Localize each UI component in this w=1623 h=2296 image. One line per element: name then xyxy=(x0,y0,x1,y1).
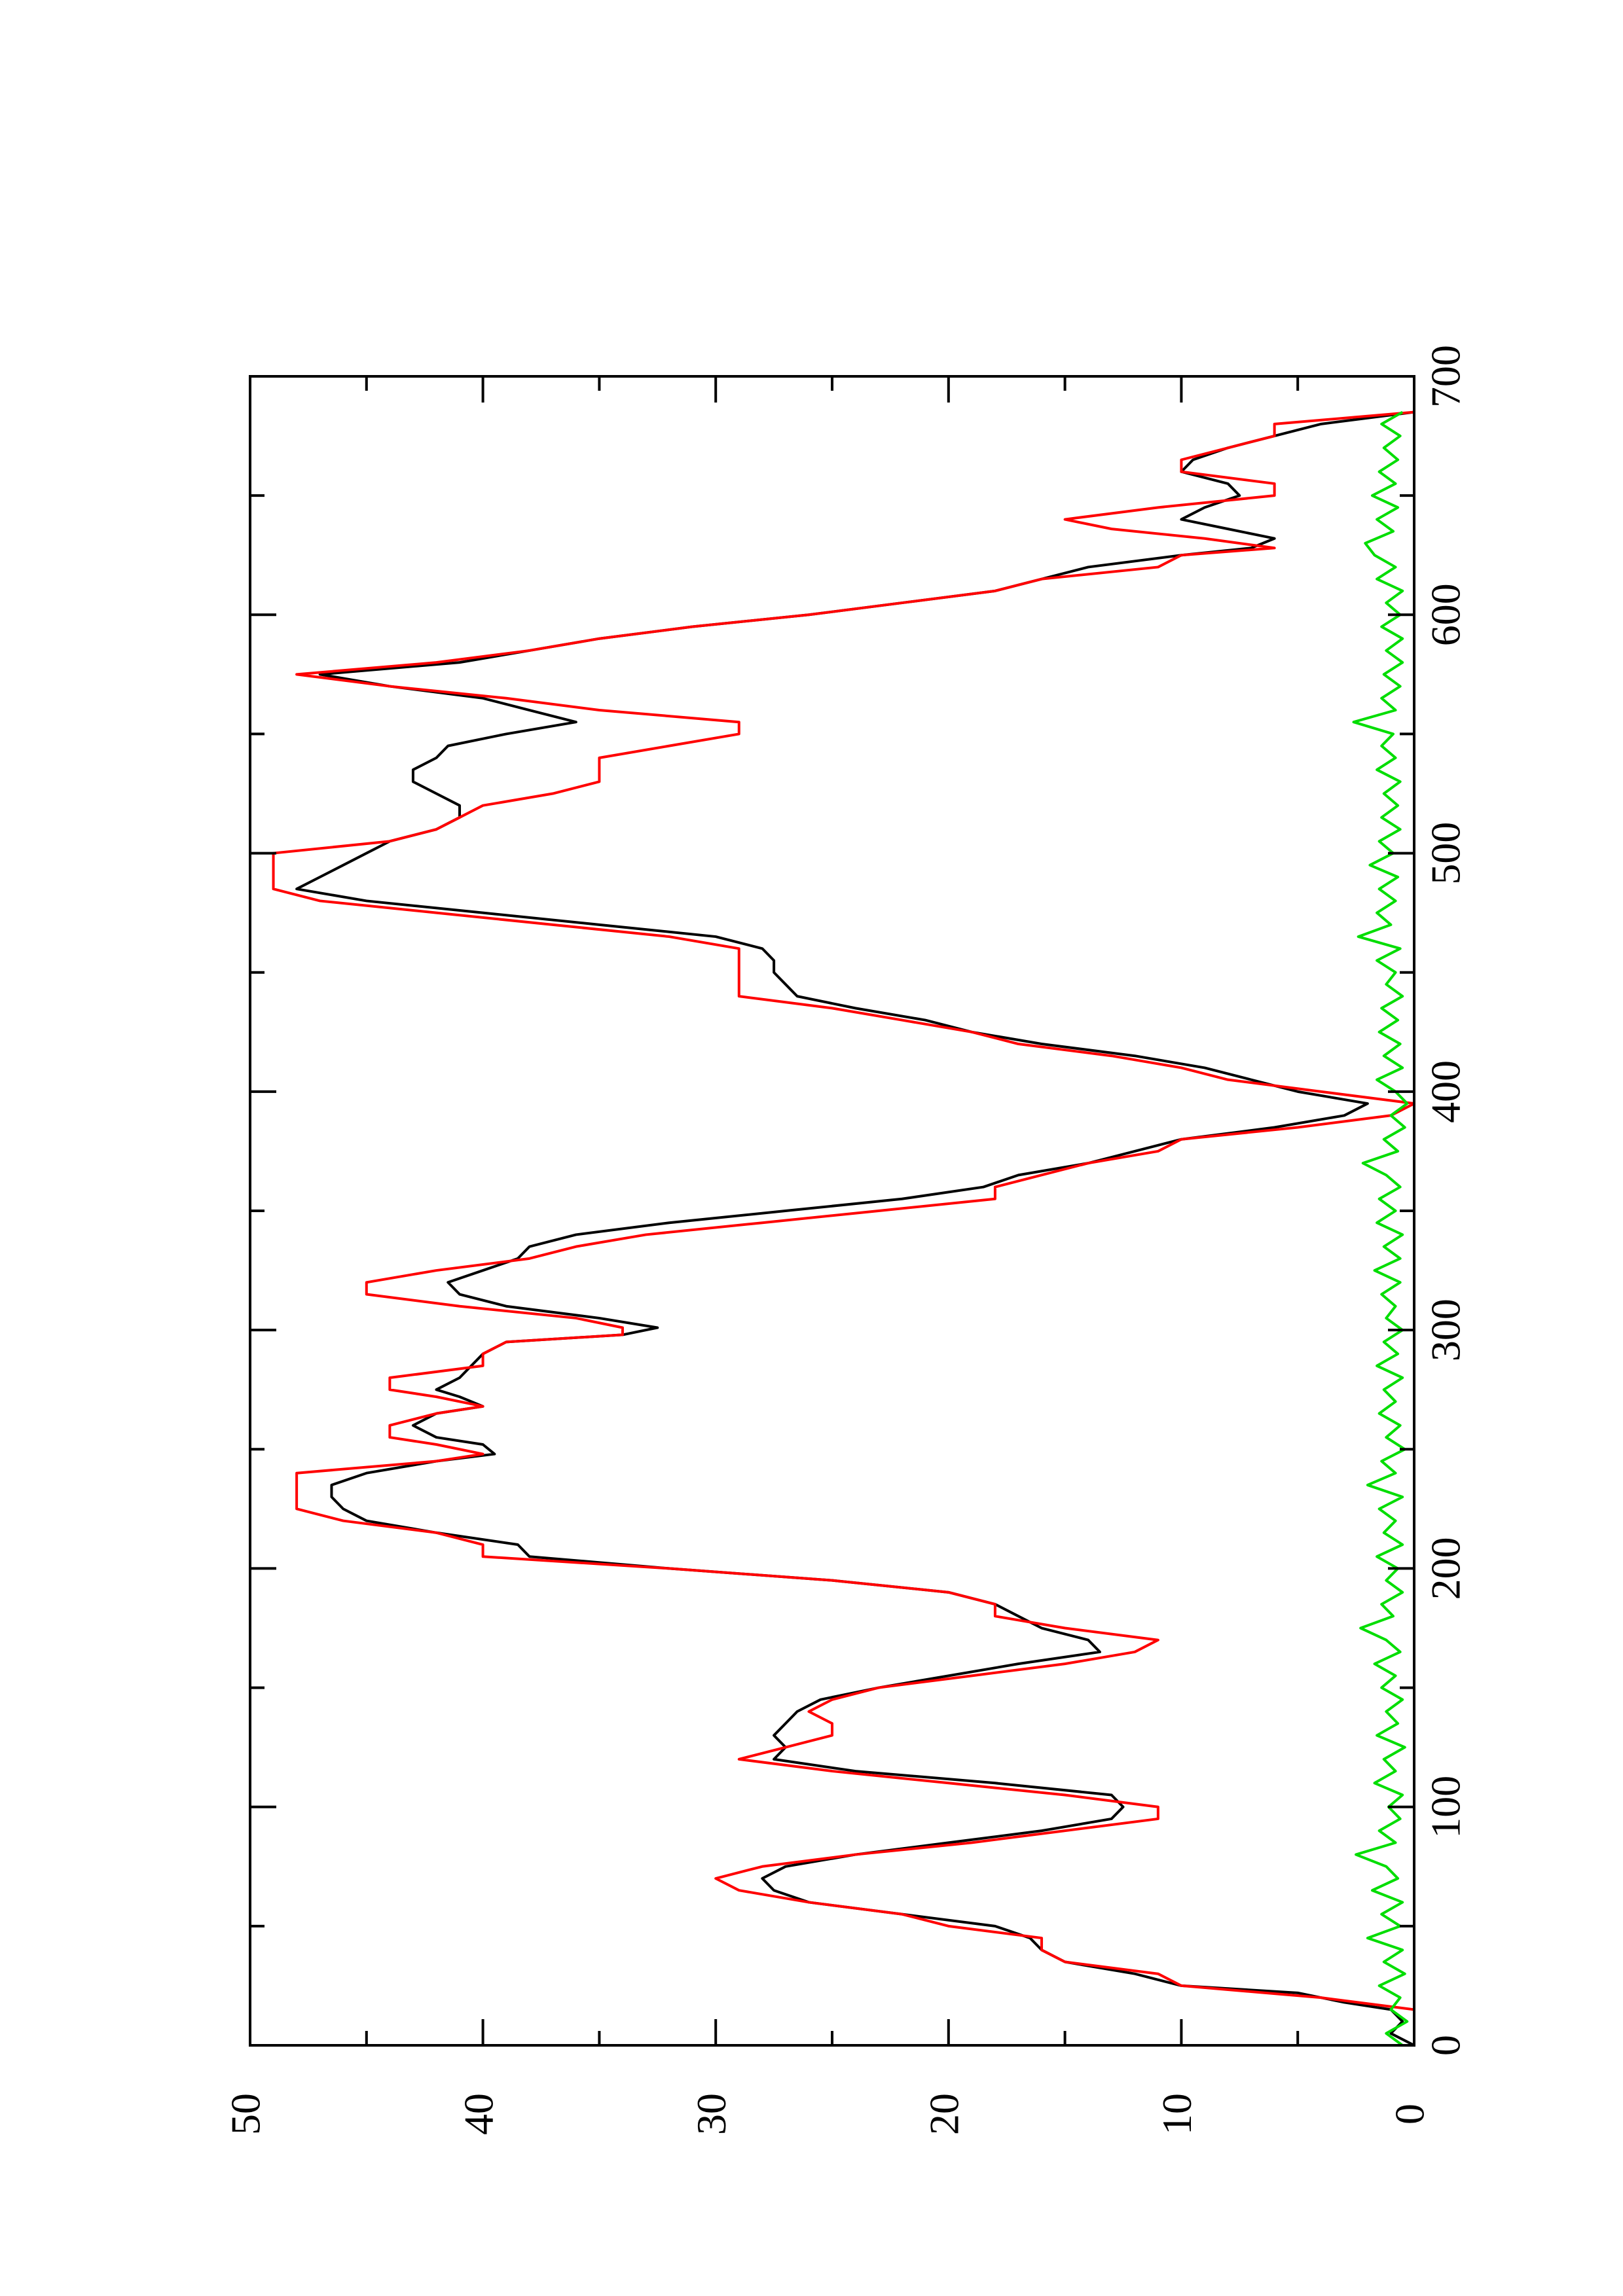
plot-frame xyxy=(249,375,1415,2047)
x-tick-label: 200 xyxy=(1423,1537,1469,1600)
y-tick-label: 30 xyxy=(688,2093,735,2135)
series-line-2 xyxy=(1352,410,1409,2047)
series-layer xyxy=(272,410,1415,2047)
y-tick-label: 20 xyxy=(921,2093,967,2135)
x-tick-label: 300 xyxy=(1423,1299,1469,1361)
y-tick-label: 10 xyxy=(1154,2093,1200,2135)
y-tick-label: 0 xyxy=(1387,2104,1433,2125)
x-tick-label: 0 xyxy=(1423,2035,1469,2056)
x-tick-label: 400 xyxy=(1423,1060,1469,1123)
x-tick-label: 500 xyxy=(1423,822,1469,885)
series-line-1 xyxy=(272,410,1415,2045)
y-tick-label: 50 xyxy=(223,2093,269,2135)
ticks-layer xyxy=(249,375,1415,2047)
x-tick-label: 600 xyxy=(1423,583,1469,646)
series-line-0 xyxy=(295,410,1415,2047)
y-tick-label: 40 xyxy=(455,2093,501,2135)
tick-labels: 0 100 200 300 400 500 600 700 0 10 20 30 40 50 xyxy=(223,345,1469,2135)
x-tick-label: 700 xyxy=(1423,345,1469,408)
x-tick-label: 100 xyxy=(1423,1776,1469,1839)
